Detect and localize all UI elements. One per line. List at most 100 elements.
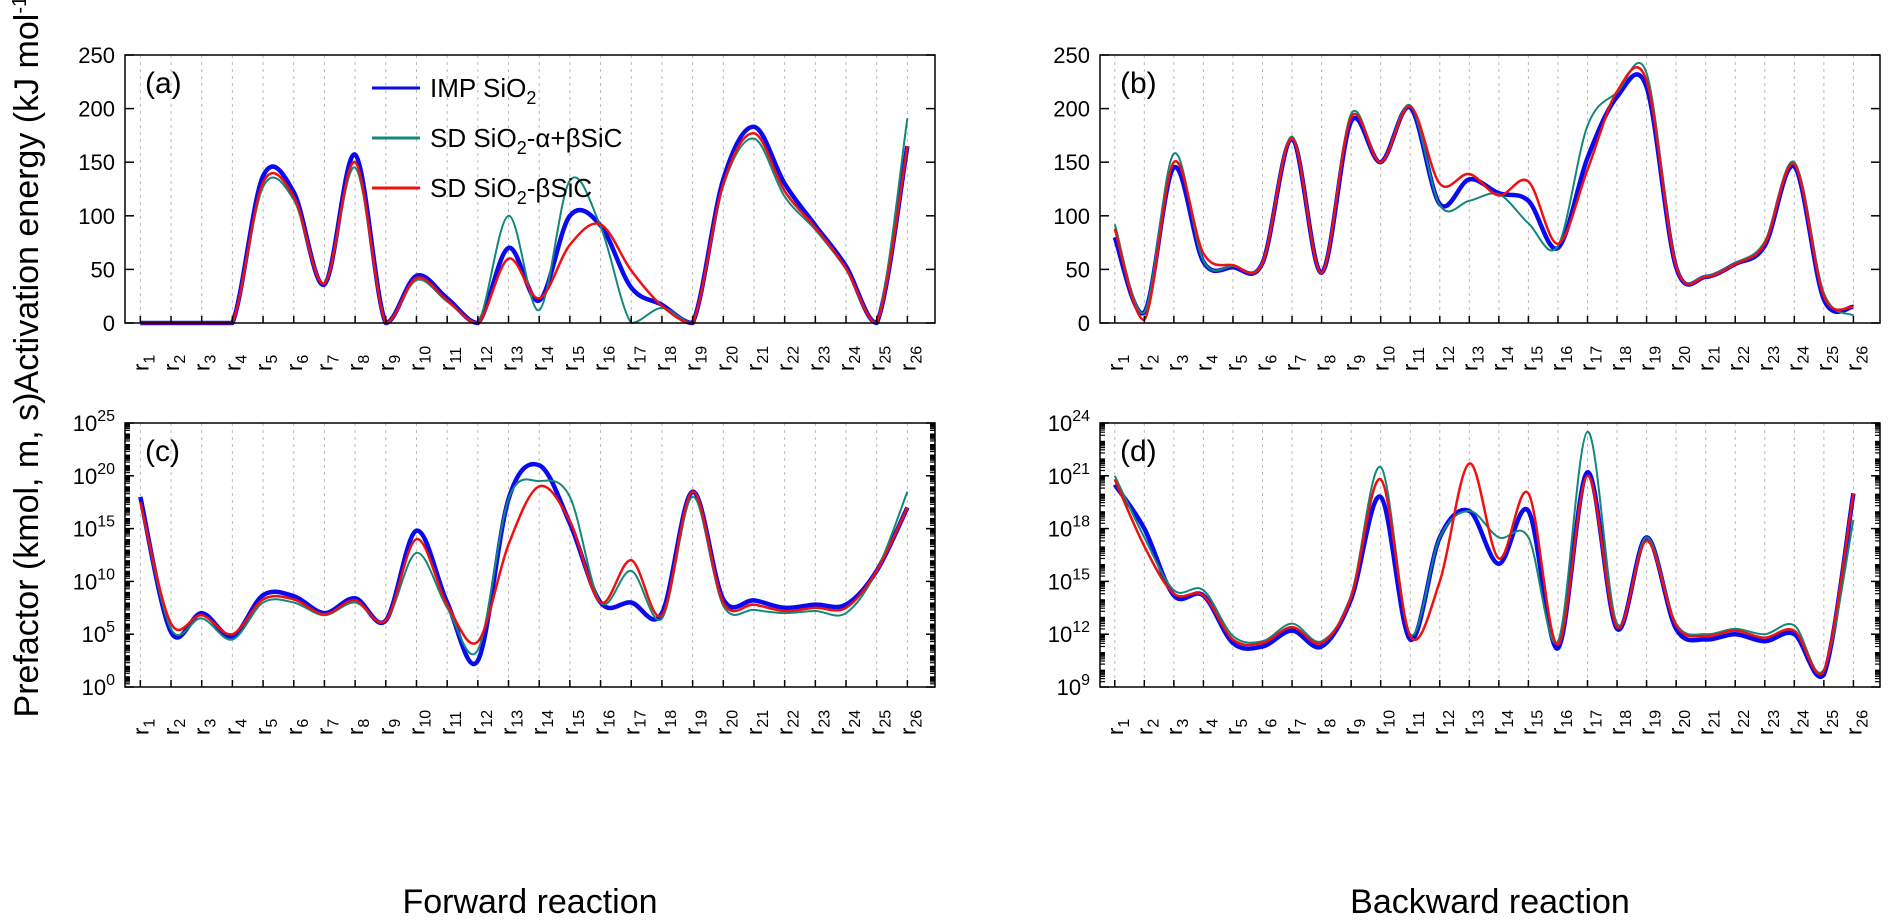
y-axis-title: Prefactor (kmol, m, s)	[8, 393, 46, 718]
x-tick-label: r8	[343, 719, 373, 735]
x-tick-label: r14	[527, 710, 557, 735]
x-tick-label: r20	[711, 710, 741, 735]
x-tick-label: r6	[1251, 719, 1281, 735]
x-tick-label: r15	[1516, 710, 1546, 735]
x-tick-label: r13	[497, 710, 527, 735]
panel-label: (b)	[1120, 67, 1157, 100]
series-line-1	[138, 461, 910, 666]
x-tick-label: r19	[1635, 710, 1665, 735]
x-tick-label: r17	[1576, 346, 1606, 371]
x-tick-label: r8	[343, 355, 373, 371]
x-tick-label: r20	[711, 346, 741, 371]
y-tick-label: 1010	[73, 566, 115, 594]
series-line-2	[140, 118, 909, 324]
x-tick-label: r12	[466, 346, 496, 371]
x-tick-label: r4	[220, 355, 250, 371]
x-tick-label: r17	[1576, 710, 1606, 735]
x-tick-label: r12	[1428, 710, 1458, 735]
panel-a: 050100150200250r1r2r3r4r5r6r7r8r9r10r11r…	[8, 0, 936, 393]
x-tick-label: r26	[1841, 710, 1871, 735]
x-tick-label: r17	[619, 710, 649, 735]
x-tick-label: r25	[1812, 710, 1842, 735]
x-tick-label: r3	[190, 719, 220, 735]
series-line-3	[1113, 462, 1855, 676]
panel-d: 10910121015101810211024r1r2r3r4r5r6r7r8r…	[1048, 408, 1881, 921]
legend: IMP SiO2 SD SiO2-α+βSiC SD SiO2-βSiC	[372, 73, 622, 208]
x-tick-label: r16	[589, 710, 619, 735]
x-tick-label: r9	[1339, 719, 1369, 735]
panel-c: 100 105 1010 1015 1020 1025 r1r2r3r4r5r6r7r8r9…	[8, 393, 936, 921]
x-tick-label: r12	[466, 710, 496, 735]
legend-entry: SD SiO2-α+βSiC	[430, 123, 622, 158]
x-tick-label: r21	[742, 710, 772, 735]
x-tick-label: r18	[650, 346, 680, 371]
y-tick-label: 100	[82, 672, 115, 700]
x-tick-label: r22	[773, 346, 803, 371]
x-tick-label: r8	[1310, 355, 1340, 371]
x-tick-label: r2	[1132, 719, 1162, 735]
x-tick-label: r7	[312, 355, 342, 371]
x-tick-label: r11	[1398, 347, 1428, 371]
x-tick-label: r13	[497, 346, 527, 371]
x-tick-label: r5	[1221, 719, 1251, 735]
x-tick-label: r14	[1487, 710, 1517, 735]
x-tick-label: r16	[589, 346, 619, 371]
y-tick-label: 150	[78, 150, 115, 175]
x-tick-label: r6	[282, 719, 312, 735]
y-tick-label: 100	[78, 204, 115, 229]
x-tick-label: r22	[773, 710, 803, 735]
x-tick-label: r1	[1103, 355, 1133, 371]
x-tick-label: r9	[374, 719, 404, 735]
x-tick-label: r6	[282, 355, 312, 371]
y-tick-label: 109	[1057, 672, 1090, 700]
x-tick-label: r26	[1841, 346, 1871, 371]
y-tick-label: 250	[78, 43, 115, 68]
series-line-3	[1113, 66, 1854, 322]
x-tick-label: r23	[803, 346, 833, 371]
plot-frame	[1099, 54, 1881, 324]
x-tick-label: r3	[1162, 719, 1192, 735]
x-tick-label: r7	[1280, 719, 1310, 735]
x-tick-label: r10	[1369, 346, 1399, 371]
x-tick-label: r19	[681, 710, 711, 735]
x-tick-label: r18	[1605, 710, 1635, 735]
x-tick-label: r4	[1191, 719, 1221, 735]
x-tick-label: r1	[128, 719, 158, 735]
y-tick-label: 1024	[1048, 408, 1090, 436]
y-tick-label: 150	[1053, 150, 1090, 175]
y-tick-label: 1021	[1048, 461, 1090, 489]
x-tick-label: r1	[128, 355, 158, 371]
series-line-3	[139, 484, 909, 645]
y-axis-title: Activation energy (kJ mol-1)	[8, 0, 46, 393]
x-tick-label: r18	[650, 710, 680, 735]
x-tick-label: r21	[1694, 710, 1724, 735]
x-tick-label: r15	[558, 346, 588, 371]
x-tick-label: r26	[895, 346, 925, 371]
panel-label: (d)	[1120, 435, 1157, 468]
x-tick-label: r25	[865, 346, 895, 371]
x-tick-label: r9	[1339, 355, 1369, 371]
x-tick-label: r2	[1132, 355, 1162, 371]
panel-b: 050100150200250r1r2r3r4r5r6r7r8r9r10r11r…	[1053, 43, 1881, 371]
x-tick-label: r23	[803, 710, 833, 735]
x-tick-label: r24	[834, 710, 864, 735]
x-tick-label: r13	[1457, 710, 1487, 735]
x-axis-title: Forward reaction	[402, 883, 657, 921]
y-tick-label: 50	[91, 257, 115, 282]
x-tick-label: r26	[895, 710, 925, 735]
x-tick-label: r9	[374, 355, 404, 371]
x-tick-label: r22	[1723, 346, 1753, 371]
x-tick-label: r19	[1635, 346, 1665, 371]
x-tick-label: r13	[1457, 346, 1487, 371]
y-tick-label: 1012	[1048, 619, 1090, 647]
x-tick-label: r16	[1546, 346, 1576, 371]
x-tick-label: r24	[1782, 710, 1812, 735]
y-tick-label: 50	[1066, 257, 1090, 282]
x-tick-label: r25	[865, 710, 895, 735]
x-tick-label: r3	[190, 355, 220, 371]
x-tick-label: r5	[1221, 355, 1251, 371]
x-tick-label: r24	[834, 346, 864, 371]
x-tick-label: r2	[159, 719, 189, 735]
